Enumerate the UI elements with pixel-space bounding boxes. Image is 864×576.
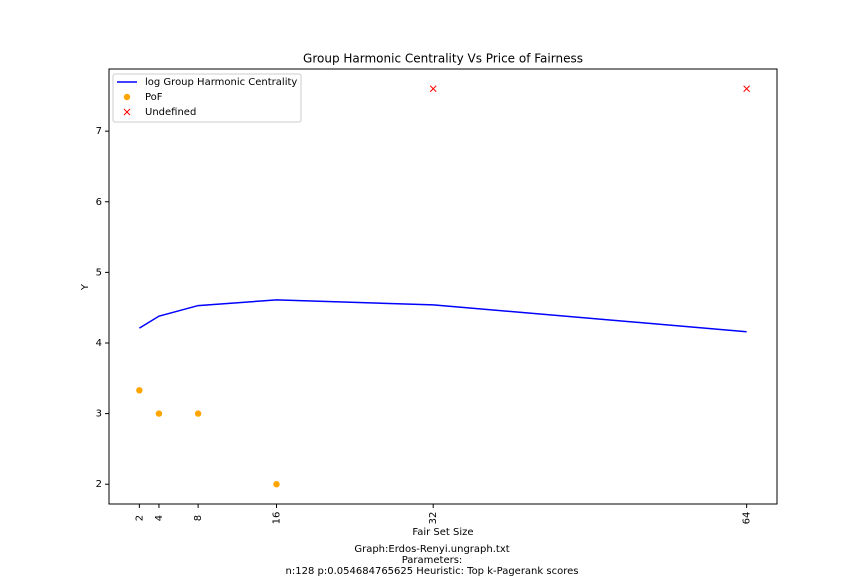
legend-label: Undefined <box>145 107 196 118</box>
footer-line: Parameters: <box>402 555 463 566</box>
legend <box>112 73 302 123</box>
y-tick-label: 7 <box>96 126 102 137</box>
x-tick-label: 4 <box>154 515 165 521</box>
y-axis-label: Y <box>80 283 91 291</box>
y-tick-label: 3 <box>96 409 102 420</box>
point <box>743 85 750 93</box>
point <box>194 410 202 417</box>
point <box>136 387 143 394</box>
legend-swatch <box>123 108 131 116</box>
line <box>138 299 747 333</box>
point <box>429 85 437 93</box>
y-tick-label: 5 <box>96 267 102 278</box>
point <box>273 481 280 488</box>
x-tick-label: 64 <box>742 512 753 525</box>
footer-line: Graph:Erdos-Renyi.ungraph.txt <box>354 544 509 555</box>
legend-label: log Group Harmonic Centrality <box>145 77 297 88</box>
y-tick-label: 4 <box>96 338 102 349</box>
x-tick-label: 2 <box>134 515 145 521</box>
x-axis-label: Fair Set Size <box>412 527 473 538</box>
y-tick-label: 6 <box>96 197 102 208</box>
plot-area <box>108 68 778 505</box>
x-tick-label: 8 <box>193 515 204 521</box>
point <box>155 410 163 417</box>
chart-title: Group Harmonic Centrality Vs Price of Fa… <box>303 52 583 66</box>
legend-swatch <box>123 93 131 101</box>
y-tick-label: 2 <box>96 479 102 490</box>
x-tick-label: 16 <box>271 512 282 525</box>
x-tick-label: 32 <box>428 512 439 525</box>
legend-label: PoF <box>145 92 163 103</box>
footer-line: n:128 p:0.054684765625 Heuristic: Top k-… <box>286 566 579 576</box>
